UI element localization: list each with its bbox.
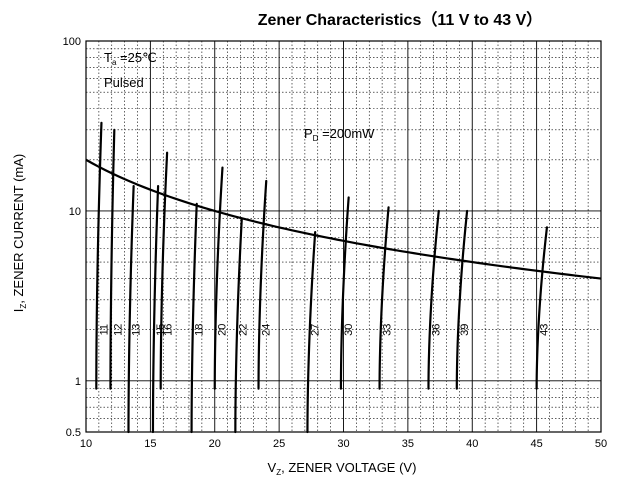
curve-label-11: 11 (98, 324, 110, 335)
y-tick-label: 10 (69, 206, 81, 218)
zener-curve-36 (427, 209, 440, 390)
curve-label-43: 43 (539, 324, 551, 336)
curve-label-16: 16 (163, 324, 175, 336)
zener-curve-24 (257, 179, 268, 390)
chart-title: Zener Characteristics（11 V to 43 V） (258, 11, 543, 29)
y-axis-label: IZ, ZENER CURRENT (mA) (11, 154, 28, 313)
y-tick-label: 1 (75, 376, 81, 388)
zener-curve-20 (213, 166, 224, 390)
x-tick-label: 45 (531, 438, 543, 450)
curve-label-18: 18 (194, 324, 206, 336)
x-tick-label: 30 (337, 438, 349, 450)
x-tick-label: 25 (273, 438, 285, 450)
curve-label-20: 20 (217, 324, 229, 336)
y-tick-label: 0.5 (66, 427, 81, 439)
zener-curve-43 (535, 226, 549, 390)
x-tick-label: 15 (144, 438, 156, 450)
power-limit-curve (85, 158, 602, 280)
curve-label-12: 12 (112, 324, 124, 336)
zener-curve-30 (339, 196, 350, 390)
x-tick-label: 35 (402, 438, 414, 450)
curve-label-36: 36 (430, 324, 442, 336)
curve-label-15: 15 (155, 324, 167, 336)
curve-label-33: 33 (382, 324, 394, 336)
pulsed-annotation: Pulsed (104, 75, 144, 90)
zener-curve-15 (151, 184, 160, 434)
zener-curve-22 (234, 217, 243, 434)
x-tick-label: 10 (80, 438, 92, 450)
plot-frame (85, 40, 602, 433)
zener-curve-18 (190, 202, 198, 434)
curve-label-24: 24 (261, 324, 273, 336)
power-dissipation-annotation: PD =200mW (304, 126, 375, 143)
plot-border (85, 40, 602, 433)
curve-label-39: 39 (459, 324, 471, 336)
zener-curve-39 (455, 209, 469, 390)
zener-curve-27 (306, 231, 317, 434)
grid (86, 41, 601, 432)
zener-curve-33 (378, 206, 390, 390)
x-tick-label: 40 (466, 438, 478, 450)
x-tick-label: 20 (209, 438, 221, 450)
curve-label-22: 22 (237, 324, 249, 336)
zener-curve-16 (159, 151, 169, 390)
zener-curves (95, 121, 549, 434)
y-tick-label: 100 (63, 36, 81, 48)
x-axis-label: VZ, ZENER VOLTAGE (V) (268, 460, 417, 477)
x-tick-label: 50 (595, 438, 607, 450)
curve-label-30: 30 (343, 324, 355, 336)
axis-ticks: 10 15 20 25 30 35 40 45 50 0.5 1 10 100 (63, 36, 607, 450)
power-limit-line (85, 158, 602, 280)
zener-curve-12 (109, 128, 116, 390)
ambient-temperature-annotation: Ta =25℃ (104, 50, 157, 67)
zener-curve-13 (127, 184, 135, 434)
zener-curve-11 (95, 121, 103, 390)
curve-label-27: 27 (309, 324, 321, 336)
curve-label-13: 13 (130, 324, 142, 336)
